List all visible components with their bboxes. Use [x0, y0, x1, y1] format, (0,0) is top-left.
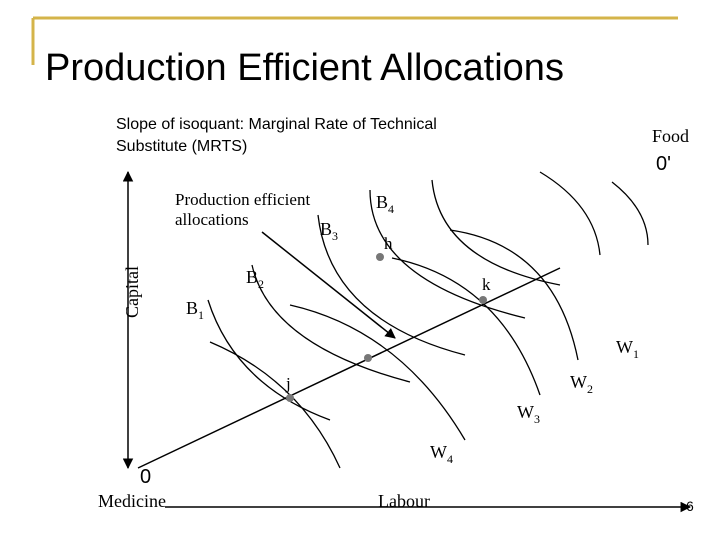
food-label: Food: [652, 126, 689, 146]
note-line: Substitute (MRTS): [116, 138, 247, 155]
capital-label: Capital: [122, 266, 142, 318]
label-sub: 1: [633, 347, 639, 361]
point-label: k: [482, 275, 491, 294]
origin-top: 0': [656, 153, 671, 175]
isoquant-b: [251, 264, 411, 383]
label-base: W: [570, 372, 587, 392]
medicine-label: Medicine: [98, 491, 166, 511]
isoquant-w: [539, 171, 601, 256]
allocation-point: [286, 394, 294, 402]
label-sub: 1: [198, 308, 204, 322]
isoquant-label: W1: [616, 337, 639, 361]
callout-arrow: [261, 231, 396, 339]
isoquant-label: W2: [570, 372, 593, 396]
label-base: W: [517, 402, 534, 422]
isoquant-w: [611, 181, 649, 246]
isoquant-w: [209, 341, 341, 469]
callout-line: allocations: [175, 210, 249, 229]
label-sub: 3: [332, 229, 338, 243]
allocation-point: [479, 296, 487, 304]
isoquant-label: W4: [430, 442, 453, 466]
label-base: B: [376, 192, 388, 212]
label-base: B: [186, 298, 198, 318]
isoquant-b: [369, 189, 526, 319]
page-number: 6: [686, 498, 694, 514]
point-label: h: [384, 234, 393, 253]
isoquant-w: [289, 304, 466, 441]
isoquant-b: [431, 179, 561, 286]
label-sub: 4: [447, 452, 453, 466]
isoquant-label: B1: [186, 298, 204, 322]
labour-label: Labour: [378, 491, 430, 511]
isoquant-label: B4: [376, 192, 394, 216]
label-base: B: [246, 267, 258, 287]
callout-line: Production efficient: [175, 190, 310, 209]
allocation-point: [376, 253, 384, 261]
isoquant-b: [207, 299, 331, 421]
label-base: W: [616, 337, 633, 357]
point-label: j: [285, 374, 291, 393]
isoquant-label: B3: [320, 219, 338, 243]
label-sub: 2: [587, 382, 593, 396]
isoquant-label: B2: [246, 267, 264, 291]
note-line: Slope of isoquant: Marginal Rate of Tech…: [116, 116, 437, 133]
isoquant-label: W3: [517, 402, 540, 426]
allocation-point: [364, 354, 372, 362]
isoquant-b: [317, 214, 466, 356]
title: Production Efficient Allocations: [45, 47, 564, 89]
contract-curve: [137, 267, 561, 469]
label-sub: 2: [258, 277, 264, 291]
origin-bottom: 0: [140, 466, 151, 488]
label-base: B: [320, 219, 332, 239]
isoquant-w: [449, 229, 579, 361]
label-sub: 4: [388, 202, 394, 216]
label-sub: 3: [534, 412, 540, 426]
label-base: W: [430, 442, 447, 462]
